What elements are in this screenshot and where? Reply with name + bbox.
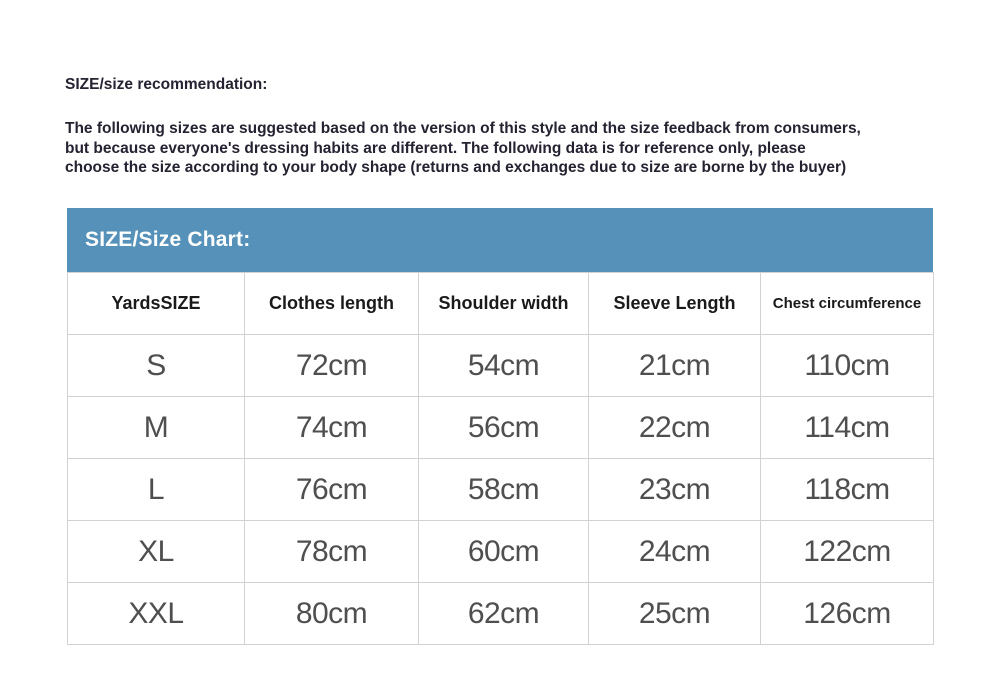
measurement-cell: 23cm bbox=[588, 458, 761, 521]
size-chart-section: SIZE/Size Chart: YardsSIZE Clothes lengt… bbox=[67, 208, 934, 645]
size-cell: XXL bbox=[67, 582, 245, 645]
table-row-s: S 72cm 54cm 21cm 110cm bbox=[67, 334, 934, 397]
table-row-l: L 76cm 58cm 23cm 118cm bbox=[67, 458, 934, 521]
table-row-xxl: XXL 80cm 62cm 25cm 126cm bbox=[67, 582, 934, 645]
size-cell: M bbox=[67, 396, 245, 459]
measurement-cell: 60cm bbox=[418, 520, 589, 583]
paragraph-line: choose the size according to your body s… bbox=[65, 159, 847, 176]
measurement-cell: 74cm bbox=[244, 396, 419, 459]
measurement-cell: 114cm bbox=[760, 396, 934, 459]
table-row-xl: XL 78cm 60cm 24cm 122cm bbox=[67, 520, 934, 583]
measurement-cell: 126cm bbox=[760, 582, 934, 645]
measurement-cell: 78cm bbox=[244, 520, 419, 583]
size-cell: XL bbox=[67, 520, 245, 583]
measurement-cell: 58cm bbox=[418, 458, 589, 521]
measurement-cell: 110cm bbox=[760, 334, 934, 397]
column-header-shoulder-width: Shoulder width bbox=[418, 272, 589, 335]
size-recommendation-heading: SIZE/size recommendation: bbox=[65, 76, 268, 93]
size-cell: S bbox=[67, 334, 245, 397]
measurement-cell: 62cm bbox=[418, 582, 589, 645]
table-header-row: YardsSIZE Clothes length Shoulder width … bbox=[67, 272, 934, 335]
measurement-cell: 21cm bbox=[588, 334, 761, 397]
column-header-clothes-length: Clothes length bbox=[244, 272, 419, 335]
column-header-size: YardsSIZE bbox=[67, 272, 245, 335]
paragraph-line: The following sizes are suggested based … bbox=[65, 120, 861, 137]
size-recommendation-text: The following sizes are suggested based … bbox=[65, 119, 861, 178]
column-header-chest-circumference: Chest circumference bbox=[760, 272, 934, 335]
size-cell: L bbox=[67, 458, 245, 521]
column-header-sleeve-length: Sleeve Length bbox=[588, 272, 761, 335]
size-chart-title: SIZE/Size Chart: bbox=[85, 228, 251, 251]
measurement-cell: 24cm bbox=[588, 520, 761, 583]
measurement-cell: 118cm bbox=[760, 458, 934, 521]
measurement-cell: 54cm bbox=[418, 334, 589, 397]
size-chart-header-bar: SIZE/Size Chart: bbox=[67, 208, 933, 272]
measurement-cell: 76cm bbox=[244, 458, 419, 521]
measurement-cell: 25cm bbox=[588, 582, 761, 645]
paragraph-line: but because everyone's dressing habits a… bbox=[65, 139, 806, 157]
table-row-m: M 74cm 56cm 22cm 114cm bbox=[67, 396, 934, 459]
measurement-cell: 56cm bbox=[418, 396, 589, 459]
measurement-cell: 22cm bbox=[588, 396, 761, 459]
measurement-cell: 72cm bbox=[244, 334, 419, 397]
measurement-cell: 80cm bbox=[244, 582, 419, 645]
size-chart-table: YardsSIZE Clothes length Shoulder width … bbox=[67, 272, 934, 645]
measurement-cell: 122cm bbox=[760, 520, 934, 583]
